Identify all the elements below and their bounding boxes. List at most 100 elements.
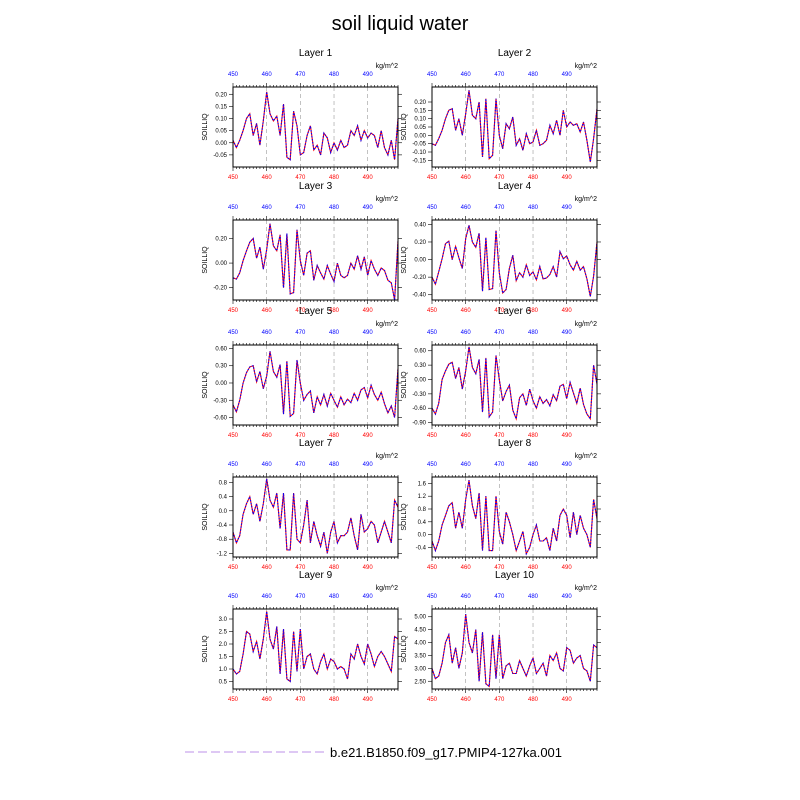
- x-tick-label-top: 480: [329, 594, 340, 600]
- y-axis-label: SOILLIQ: [401, 503, 408, 531]
- x-tick-label-top: 470: [494, 330, 505, 336]
- x-tick-label-bottom: 450: [427, 175, 438, 181]
- y-tick-label: 0.4: [418, 520, 427, 526]
- x-tick-label-bottom: 470: [494, 697, 505, 703]
- panel-title: Layer 7: [299, 438, 333, 449]
- y-tick-label: 0.20: [215, 236, 227, 242]
- series-line-red: [232, 478, 399, 554]
- series-line-blue: [431, 614, 598, 688]
- panel-layer-1: Layer 1 kg/m^2 SOILLIQ 450 450 460 460 470 470 48…: [202, 48, 402, 181]
- y-tick-label: 0.10: [215, 117, 227, 123]
- x-tick-label-top: 460: [262, 72, 273, 78]
- plot-frame: [232, 86, 399, 168]
- x-tick-label-bottom: 450: [427, 308, 438, 314]
- x-tick-label-top: 450: [427, 72, 438, 78]
- x-tick-label-bottom: 460: [461, 433, 472, 439]
- x-tick-label-bottom: 470: [494, 308, 505, 314]
- y-tick-label: -0.4: [217, 523, 228, 529]
- panel-layer-8: Layer 8 kg/m^2 SOILLIQ 450 450 460 460 470 470 48…: [401, 438, 601, 571]
- y-tick-label: 0.00: [414, 258, 426, 264]
- series-line-blue: [431, 90, 598, 163]
- units-label: kg/m^2: [575, 453, 597, 460]
- x-tick-label-bottom: 450: [427, 697, 438, 703]
- x-tick-label-top: 490: [562, 205, 573, 211]
- units-label: kg/m^2: [575, 585, 597, 592]
- x-tick-label-top: 480: [528, 72, 539, 78]
- x-tick-label-bottom: 480: [528, 308, 539, 314]
- y-tick-label: 0.40: [414, 222, 426, 228]
- plot-frame: [232, 344, 399, 426]
- series-line-blue: [232, 611, 399, 683]
- plot-frame: [232, 476, 399, 558]
- x-tick-label-top: 470: [295, 594, 306, 600]
- series-line-red: [431, 614, 598, 688]
- x-tick-label-top: 470: [494, 594, 505, 600]
- x-tick-label-bottom: 460: [262, 565, 273, 571]
- x-tick-label-bottom: 490: [562, 308, 573, 314]
- x-tick-label-bottom: 480: [329, 697, 340, 703]
- panel-layer-4: Layer 4 kg/m^2 SOILLIQ 450 450 460 460 470 470 48…: [401, 181, 601, 314]
- units-label: kg/m^2: [575, 63, 597, 70]
- panel-title: Layer 9: [299, 570, 333, 581]
- y-axis-label: SOILLIQ: [401, 635, 408, 663]
- plot-frame: [431, 219, 598, 301]
- y-tick-label: 2.0: [219, 642, 228, 648]
- x-tick-label-bottom: 450: [228, 175, 239, 181]
- y-tick-label: 1.5: [219, 655, 228, 661]
- x-tick-label-top: 450: [228, 330, 239, 336]
- panel-title: Layer 5: [299, 306, 333, 317]
- x-tick-label-top: 450: [427, 205, 438, 211]
- panel-title: Layer 10: [495, 570, 534, 581]
- x-tick-label-bottom: 460: [461, 175, 472, 181]
- y-tick-label: 4.00: [414, 641, 426, 647]
- y-tick-label: 0.8: [418, 507, 427, 513]
- y-tick-label: 3.00: [414, 666, 426, 672]
- y-tick-label: 0.20: [414, 100, 426, 106]
- x-tick-label-bottom: 490: [363, 565, 374, 571]
- panel-title: Layer 4: [498, 181, 532, 192]
- series-line-red: [431, 90, 598, 163]
- x-tick-label-bottom: 490: [562, 697, 573, 703]
- x-tick-label-bottom: 450: [228, 565, 239, 571]
- x-tick-label-bottom: 480: [329, 433, 340, 439]
- series-line-blue: [431, 480, 598, 556]
- x-tick-label-top: 470: [295, 72, 306, 78]
- x-tick-label-bottom: 460: [262, 175, 273, 181]
- x-tick-label-top: 450: [228, 205, 239, 211]
- x-tick-label-top: 460: [461, 205, 472, 211]
- x-tick-label-top: 460: [262, 205, 273, 211]
- x-tick-label-top: 480: [528, 330, 539, 336]
- x-tick-label-bottom: 450: [427, 433, 438, 439]
- y-tick-label: 0.30: [215, 364, 227, 370]
- panel-layer-2: Layer 2 kg/m^2 SOILLIQ 450 450 460 460 470 470 48…: [401, 48, 601, 181]
- y-tick-label: -0.05: [412, 142, 426, 148]
- x-tick-label-top: 450: [228, 462, 239, 468]
- x-tick-label-top: 460: [461, 72, 472, 78]
- plot-frame: [431, 608, 598, 690]
- x-tick-label-top: 490: [363, 462, 374, 468]
- x-tick-label-top: 470: [494, 205, 505, 211]
- plot-frame: [431, 344, 598, 426]
- x-tick-label-bottom: 490: [363, 697, 374, 703]
- y-tick-label: 0.30: [414, 363, 426, 369]
- panel-layer-10: Layer 10 kg/m^2 SOILLIQ 450 450 460 460 470 470 4…: [401, 570, 601, 703]
- x-tick-label-bottom: 470: [494, 565, 505, 571]
- x-tick-label-bottom: 470: [295, 175, 306, 181]
- x-tick-label-top: 490: [363, 330, 374, 336]
- y-axis-label: SOILLIQ: [202, 246, 209, 274]
- x-tick-label-top: 480: [528, 205, 539, 211]
- x-tick-label-top: 480: [329, 205, 340, 211]
- y-tick-label: 0.00: [414, 377, 426, 383]
- x-tick-label-top: 450: [427, 462, 438, 468]
- y-tick-label: -0.10: [412, 150, 426, 156]
- legend: b.e21.B1850.f09_g17.PMIP4-127ka.001: [185, 745, 562, 760]
- y-tick-label: 0.20: [215, 92, 227, 98]
- x-tick-label-bottom: 460: [461, 565, 472, 571]
- x-tick-label-top: 480: [329, 72, 340, 78]
- y-axis-label: SOILLIQ: [401, 371, 408, 399]
- x-tick-label-top: 470: [494, 72, 505, 78]
- y-tick-label: -0.30: [213, 398, 227, 404]
- x-tick-label-bottom: 450: [228, 308, 239, 314]
- x-tick-label-bottom: 470: [494, 433, 505, 439]
- x-tick-label-top: 470: [295, 205, 306, 211]
